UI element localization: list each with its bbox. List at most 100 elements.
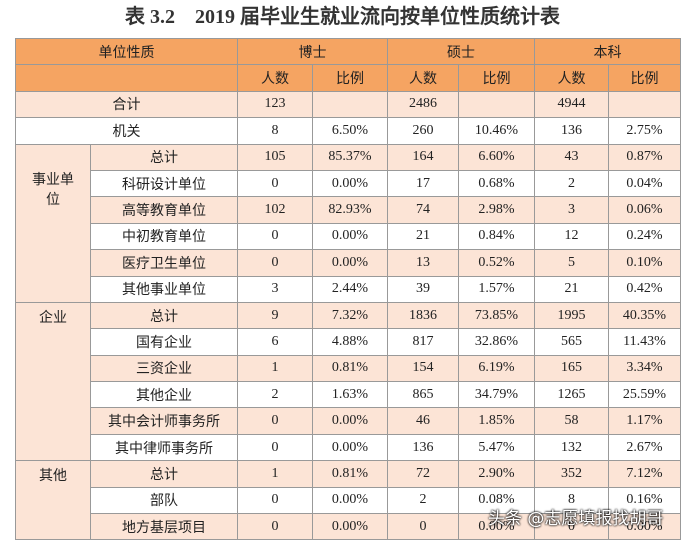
- data-cell: 0.00%: [312, 249, 388, 277]
- data-cell: 0.87%: [608, 143, 681, 171]
- header-cell: 本科: [534, 37, 681, 66]
- data-cell: 165: [534, 354, 609, 383]
- data-cell: 32.86%: [458, 328, 535, 356]
- data-cell: 0.04%: [608, 169, 681, 198]
- data-cell: 2.75%: [608, 117, 681, 145]
- data-cell: 0: [237, 486, 313, 515]
- header-cell: 博士: [237, 37, 388, 66]
- data-cell: 3: [237, 275, 313, 303]
- data-cell: 1.17%: [608, 407, 681, 435]
- data-cell: 1995: [534, 301, 609, 330]
- watermark: 头条 @志愿填报找胡哥: [488, 509, 664, 529]
- row-label: 其他企业: [90, 381, 238, 409]
- table-row: 地方基层项目 0 0.00% 0 0.00% 0 0.00%: [16, 513, 681, 541]
- row-label: 其中会计师事务所: [90, 407, 238, 435]
- data-cell: 2486: [387, 90, 459, 119]
- data-cell: 4.88%: [312, 328, 388, 356]
- data-cell: 0.00%: [608, 513, 681, 541]
- header-cell: 单位性质: [15, 37, 238, 66]
- table-row: 三资企业 1 0.81% 154 6.19% 165 3.34%: [16, 354, 681, 383]
- data-cell: 34.79%: [458, 381, 535, 409]
- data-cell: 0.42%: [608, 275, 681, 303]
- data-cell: 0.08%: [458, 486, 535, 515]
- data-cell: 0.81%: [312, 354, 388, 383]
- data-cell: 0.81%: [312, 460, 388, 488]
- row-label: 科研设计单位: [90, 169, 238, 198]
- data-cell: 1: [237, 354, 313, 383]
- row-label: 医疗卫生单位: [90, 249, 238, 277]
- data-cell: 9: [237, 301, 313, 330]
- row-label: 中初教育单位: [90, 222, 238, 251]
- table-row: 中初教育单位 0 0.00% 21 0.84% 12 0.24%: [16, 222, 681, 251]
- row-label: 其他事业单位: [90, 275, 238, 303]
- group-name: 企业: [39, 310, 67, 326]
- data-cell: 21: [534, 275, 609, 303]
- data-cell: 136: [387, 433, 459, 462]
- data-cell: 136: [534, 117, 609, 145]
- data-cell: 2.67%: [608, 433, 681, 462]
- data-cell: 0: [237, 222, 313, 251]
- data-cell: 0.00%: [312, 486, 388, 515]
- table-row: 人数 比例 人数 比例 人数 比例: [15, 64, 681, 92]
- data-cell: 6.60%: [458, 143, 535, 171]
- data-cell: 1.85%: [458, 407, 535, 435]
- table-row: 部队 0 0.00% 2 0.08% 8 0.16%: [16, 486, 681, 515]
- header-subcell: 人数: [237, 64, 313, 92]
- data-cell: 817: [387, 328, 459, 356]
- data-cell: [312, 90, 388, 119]
- data-cell: 123: [237, 90, 313, 119]
- data-cell: 58: [534, 407, 609, 435]
- data-cell: 0: [237, 169, 313, 198]
- group-label: 企业: [15, 301, 91, 462]
- data-cell: 0: [237, 249, 313, 277]
- group-label: 事业单位: [15, 143, 91, 303]
- data-cell: 7.12%: [608, 460, 681, 488]
- data-cell: 0: [237, 407, 313, 435]
- data-cell: 3: [534, 196, 609, 224]
- data-cell: 164: [387, 143, 459, 171]
- table-row: 其中律师事务所 0 0.00% 136 5.47% 132 2.67%: [16, 433, 681, 462]
- header-subcell: 比例: [312, 64, 388, 92]
- table-row: 单位性质 博士 硕士 本科: [15, 37, 681, 66]
- table-row: 企业 总计 9 7.32% 1836 73.85% 1995 40.35%: [15, 301, 681, 462]
- data-cell: 2: [237, 381, 313, 409]
- table-row: 国有企业 6 4.88% 817 32.86% 565 11.43%: [16, 328, 681, 356]
- row-label: 国有企业: [90, 328, 238, 356]
- data-cell: 25.59%: [608, 381, 681, 409]
- table: 单位性质 博士 硕士 本科 人数 比例 人数 比例 人数 比例 合计 123 2486 4944 机关 8 6.…: [15, 37, 681, 541]
- table-title: 表 3.2 2019 届毕业生就业流向按单位性质统计表: [125, 6, 560, 28]
- data-cell: 85.37%: [312, 143, 388, 171]
- data-cell: 0: [534, 513, 609, 541]
- data-cell: 132: [534, 433, 609, 462]
- table-row: 机关 8 6.50% 260 10.46% 136 2.75%: [15, 117, 681, 145]
- row-label: 合计: [15, 90, 238, 119]
- data-cell: 352: [534, 460, 609, 488]
- row-label: 其中律师事务所: [90, 433, 238, 462]
- data-cell: 0.00%: [312, 407, 388, 435]
- data-cell: 7.32%: [312, 301, 388, 330]
- data-cell: 17: [387, 169, 459, 198]
- data-cell: 565: [534, 328, 609, 356]
- group-name: 事业单位: [32, 172, 74, 208]
- data-cell: 102: [237, 196, 313, 224]
- data-cell: 1: [237, 460, 313, 488]
- table-row: 科研设计单位 0 0.00% 17 0.68% 2 0.04%: [16, 169, 681, 198]
- group-name: 其他: [39, 469, 67, 485]
- data-cell: 0: [387, 513, 459, 541]
- data-cell: 865: [387, 381, 459, 409]
- data-cell: 73.85%: [458, 301, 535, 330]
- row-label: 总计: [90, 460, 238, 488]
- data-cell: 2.98%: [458, 196, 535, 224]
- table-row: 其中会计师事务所 0 0.00% 46 1.85% 58 1.17%: [16, 407, 681, 435]
- data-cell: 154: [387, 354, 459, 383]
- data-cell: 2.90%: [458, 460, 535, 488]
- data-cell: 0.06%: [608, 196, 681, 224]
- data-cell: 0.52%: [458, 249, 535, 277]
- table-row: 其他事业单位 3 2.44% 39 1.57% 21 0.42%: [16, 275, 681, 303]
- data-cell: 0.00%: [312, 513, 388, 541]
- table-row: 其他企业 2 1.63% 865 34.79% 1265 25.59%: [16, 381, 681, 409]
- data-cell: [458, 90, 535, 119]
- data-cell: 8: [237, 117, 313, 145]
- data-cell: [608, 90, 681, 119]
